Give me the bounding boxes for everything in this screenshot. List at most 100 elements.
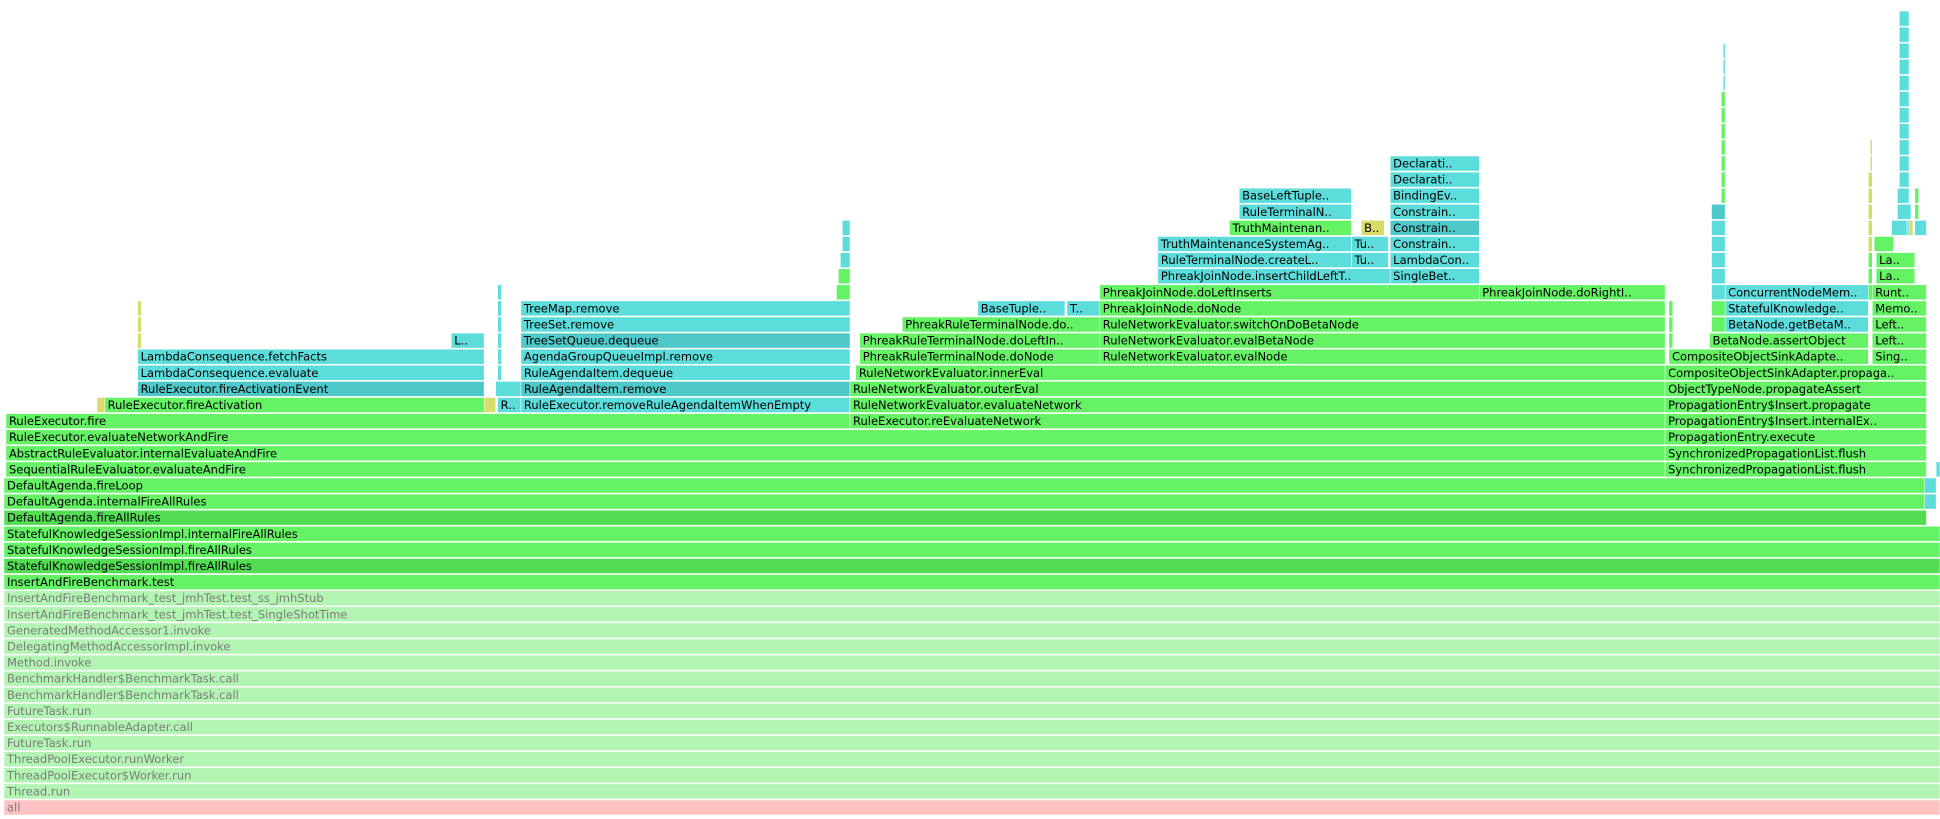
flame-frame-bar[interactable]	[520, 381, 851, 397]
flame-frame[interactable]: StatefulKnowledgeSessionImpl.internalFir…	[3, 526, 1940, 542]
flame-frame-unlabeled[interactable]	[1868, 284, 1873, 301]
flame-frame[interactable]: FutureTask.run	[3, 703, 1940, 719]
flame-frame-bar[interactable]	[849, 381, 1666, 397]
flame-frame[interactable]: BindingEv..	[1389, 187, 1480, 204]
flame-frame[interactable]: TreeSetQueue.dequeue	[520, 332, 851, 349]
flame-frame-bar[interactable]	[1899, 123, 1910, 140]
flame-frame-bar[interactable]	[1389, 236, 1480, 252]
flame-frame-bar[interactable]	[3, 767, 1940, 784]
flame-frame-unlabeled[interactable]	[1868, 236, 1873, 252]
flame-frame[interactable]: CompositeObjectSinkAdapte..	[1668, 348, 1869, 365]
flame-frame-unlabeled[interactable]	[1914, 204, 1919, 220]
flame-frame-bar[interactable]	[1899, 26, 1910, 43]
flame-frame[interactable]: BenchmarkHandler$BenchmarkTask.call	[3, 670, 1940, 687]
flame-frame[interactable]: DefaultAgenda.fireAllRules	[3, 509, 1927, 526]
flame-frame[interactable]: La..	[1875, 268, 1916, 284]
flame-frame-unlabeled[interactable]	[1722, 43, 1726, 59]
flame-frame-bar[interactable]	[3, 735, 1940, 751]
flame-frame-bar[interactable]	[1664, 461, 1927, 478]
flame-frame[interactable]: DefaultAgenda.fireLoop	[3, 477, 1927, 494]
flame-frame-unlabeled[interactable]	[1908, 220, 1914, 236]
flame-frame-bar[interactable]	[96, 397, 105, 413]
flame-frame-bar[interactable]	[1157, 252, 1352, 268]
flame-frame-bar[interactable]	[1873, 236, 1894, 252]
flame-frame-bar[interactable]	[1924, 493, 1937, 510]
flame-frame-bar[interactable]	[3, 558, 1940, 574]
flame-frame-bar[interactable]	[497, 365, 502, 381]
flame-frame-bar[interactable]	[1711, 284, 1726, 301]
flame-frame-bar[interactable]	[497, 348, 502, 365]
flame-frame[interactable]: CompositeObjectSinkAdapter.propaga..	[1664, 365, 1927, 381]
flame-frame-unlabeled[interactable]	[1899, 107, 1910, 123]
flame-frame-bar[interactable]	[1914, 204, 1919, 220]
flame-frame[interactable]: Thread.run	[3, 783, 1940, 800]
flame-frame-bar[interactable]	[1099, 284, 1480, 301]
flame-frame-bar[interactable]	[3, 703, 1940, 719]
flame-frame-bar[interactable]	[3, 670, 1940, 687]
flame-frame-unlabeled[interactable]	[1870, 155, 1873, 172]
flame-frame[interactable]: Tu..	[1351, 252, 1389, 268]
flame-frame[interactable]: AgendaGroupQueueImpl.remove	[520, 348, 851, 365]
flame-frame[interactable]: La..	[1875, 252, 1916, 268]
flame-frame-bar[interactable]	[1099, 316, 1666, 333]
flame-frame-bar[interactable]	[1722, 43, 1726, 59]
flame-frame[interactable]: Executors$RunnableAdapter.call	[3, 719, 1940, 735]
flame-frame-bar[interactable]	[1871, 332, 1927, 349]
flame-frame[interactable]: Memo..	[1871, 300, 1927, 317]
flame-frame[interactable]: PhreakRuleTerminalNode.doNode	[859, 348, 1101, 365]
flame-frame-unlabeled[interactable]	[1870, 139, 1873, 156]
flame-frame[interactable]: RuleAgendaItem.remove	[520, 381, 851, 397]
flame-frame[interactable]: RuleExecutor.reEvaluateNetwork	[849, 413, 1666, 429]
flame-frame[interactable]: all	[3, 799, 1940, 816]
flame-frame[interactable]: SingleBet..	[1389, 268, 1480, 284]
flame-frame-bar[interactable]	[3, 783, 1940, 800]
flame-frame-bar[interactable]	[1711, 268, 1726, 284]
flame-frame-bar[interactable]	[3, 493, 1927, 510]
flame-frame[interactable]: Declarati..	[1389, 155, 1480, 172]
flame-frame[interactable]: BaseLeftTuple..	[1238, 187, 1352, 204]
flame-frame[interactable]: Tu..	[1351, 236, 1389, 252]
flame-frame-unlabeled[interactable]	[1711, 220, 1726, 236]
flame-frame-bar[interactable]	[1099, 332, 1666, 349]
flame-frame-unlabeled[interactable]	[836, 284, 851, 301]
flame-frame-bar[interactable]	[3, 638, 1940, 655]
flame-frame-unlabeled[interactable]	[495, 381, 522, 397]
flame-frame-unlabeled[interactable]	[1722, 59, 1726, 75]
flame-frame[interactable]: InsertAndFireBenchmark.test	[3, 574, 1940, 590]
flame-frame-bar[interactable]	[1868, 284, 1873, 301]
flame-frame-unlabeled[interactable]	[1711, 236, 1726, 252]
flame-frame-unlabeled[interactable]	[1935, 461, 1940, 478]
flame-frame-bar[interactable]	[1389, 268, 1480, 284]
flame-frame-unlabeled[interactable]	[497, 284, 502, 301]
flame-frame-unlabeled[interactable]	[1899, 91, 1910, 107]
flame-frame[interactable]: R..	[497, 397, 522, 413]
flame-frame[interactable]: PhreakJoinNode.doRightI..	[1478, 284, 1666, 301]
flame-frame-unlabeled[interactable]	[1720, 155, 1726, 172]
flame-frame-bar[interactable]	[520, 348, 851, 365]
flame-frame-bar[interactable]	[3, 590, 1940, 606]
flame-frame-unlabeled[interactable]	[483, 397, 497, 413]
flame-frame-bar[interactable]	[1720, 139, 1726, 156]
flame-frame-bar[interactable]	[1711, 300, 1726, 317]
flame-frame-bar[interactable]	[1914, 187, 1919, 204]
flame-frame-unlabeled[interactable]	[1897, 204, 1912, 220]
flame-frame-unlabeled[interactable]	[1868, 187, 1873, 204]
flame-frame[interactable]: RuleTerminalNode.createL..	[1157, 252, 1352, 268]
flame-frame-bar[interactable]	[5, 429, 1666, 445]
flame-frame-bar[interactable]	[137, 316, 142, 333]
flame-frame-unlabeled[interactable]	[1668, 316, 1674, 333]
flame-frame-bar[interactable]	[1875, 268, 1916, 284]
flame-frame-bar[interactable]	[1238, 204, 1352, 220]
flame-frame-bar[interactable]	[1711, 220, 1726, 236]
flame-frame-bar[interactable]	[1870, 139, 1873, 156]
flame-frame-bar[interactable]	[1711, 236, 1726, 252]
flame-frame-bar[interactable]	[1875, 252, 1916, 268]
flame-frame-bar[interactable]	[520, 316, 851, 333]
flame-frame-bar[interactable]	[1870, 155, 1873, 172]
flame-frame-bar[interactable]	[137, 381, 485, 397]
flame-frame-unlabeled[interactable]	[1924, 493, 1937, 510]
flame-frame[interactable]: PropagationEntry$Insert.propagate	[1664, 397, 1927, 413]
flame-frame-bar[interactable]	[1478, 284, 1666, 301]
flame-frame-bar[interactable]	[1935, 461, 1940, 478]
flame-frame-unlabeled[interactable]	[1711, 284, 1726, 301]
